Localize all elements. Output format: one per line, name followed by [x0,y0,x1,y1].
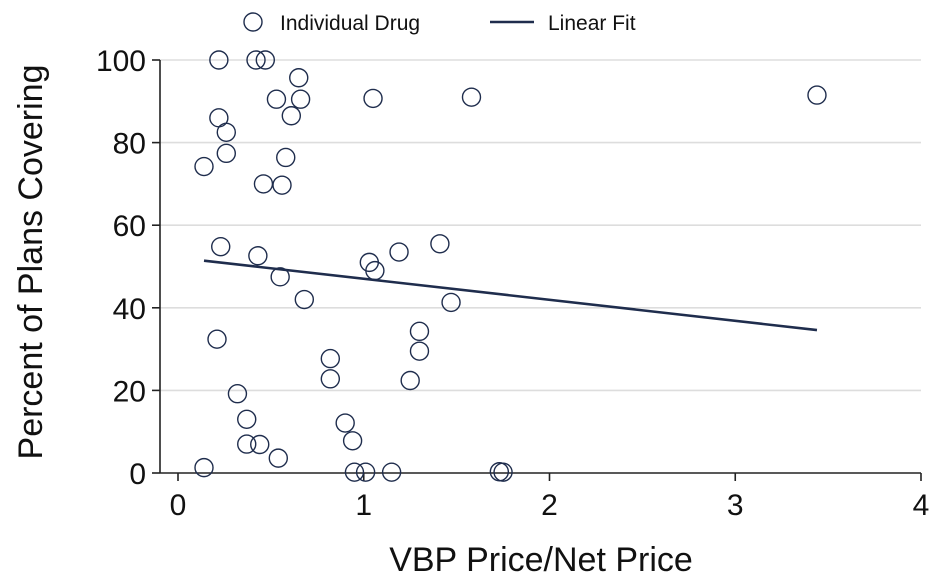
data-point [342,431,363,451]
legend: Individual Drug Linear Fit [243,12,636,35]
data-point [272,175,292,195]
data-point [430,234,450,254]
data-point [194,156,214,177]
x-tick-label: 3 [727,489,744,522]
data-point [266,89,287,109]
data-point [227,384,248,404]
data-point [320,348,341,369]
data-point [294,289,315,310]
data-point [209,108,229,128]
data-point [365,260,385,281]
data-point [409,321,430,342]
data-point [246,50,266,70]
data-point [248,246,268,266]
data-point [355,462,376,482]
y-tick-label: 80 [113,128,146,161]
data-point [289,68,309,88]
y-tick-label: 60 [113,210,146,243]
data-point [493,462,513,482]
data-point [381,462,402,482]
data-point [250,434,270,455]
data-point [400,370,420,391]
data-point [363,88,383,109]
x-axis-title: VBP Price/Net Price [389,541,693,579]
legend-label-linear-fit: Linear Fit [548,12,636,35]
data-point [409,341,430,361]
data-point [441,292,461,313]
data-point [216,143,236,164]
gridlines [160,59,921,392]
data-point [216,122,236,142]
x-tick-label: 4 [913,489,930,522]
x-tick-label: 2 [541,489,558,522]
individual-drug-series [194,50,827,482]
linear-fit-series [203,259,818,332]
data-point [207,329,227,349]
data-point [237,409,257,430]
x-tick-label: 1 [355,489,372,522]
data-point [211,236,231,257]
data-point [194,457,214,478]
y-tick-label: 0 [129,458,146,491]
linear-fit-line [203,259,818,332]
y-tick-label: 40 [113,293,146,326]
data-point [276,147,296,168]
data-point [389,242,409,262]
data-point [461,87,482,107]
data-point [359,252,380,273]
data-point [489,462,510,482]
data-point [209,50,229,70]
data-point [237,434,257,454]
data-point [807,85,827,105]
legend-label-individual-drug: Individual Drug [280,12,420,35]
y-tick-label: 100 [96,45,146,78]
y-tick-label: 20 [113,375,146,408]
data-point [255,50,276,70]
data-point [320,369,341,389]
axes [159,60,921,474]
data-point [281,106,302,126]
ticks: 0 20 40 60 80 100 0 1 2 3 4 [96,45,929,522]
data-point [270,267,290,287]
data-point [290,89,311,109]
x-tick-label: 0 [170,489,187,522]
data-point [268,448,289,468]
data-point [344,462,365,482]
legend-marker-individual-drug [243,12,263,32]
data-point [253,174,274,194]
data-point [335,413,355,433]
y-axis-title: Percent of Plans Covering [12,65,50,460]
